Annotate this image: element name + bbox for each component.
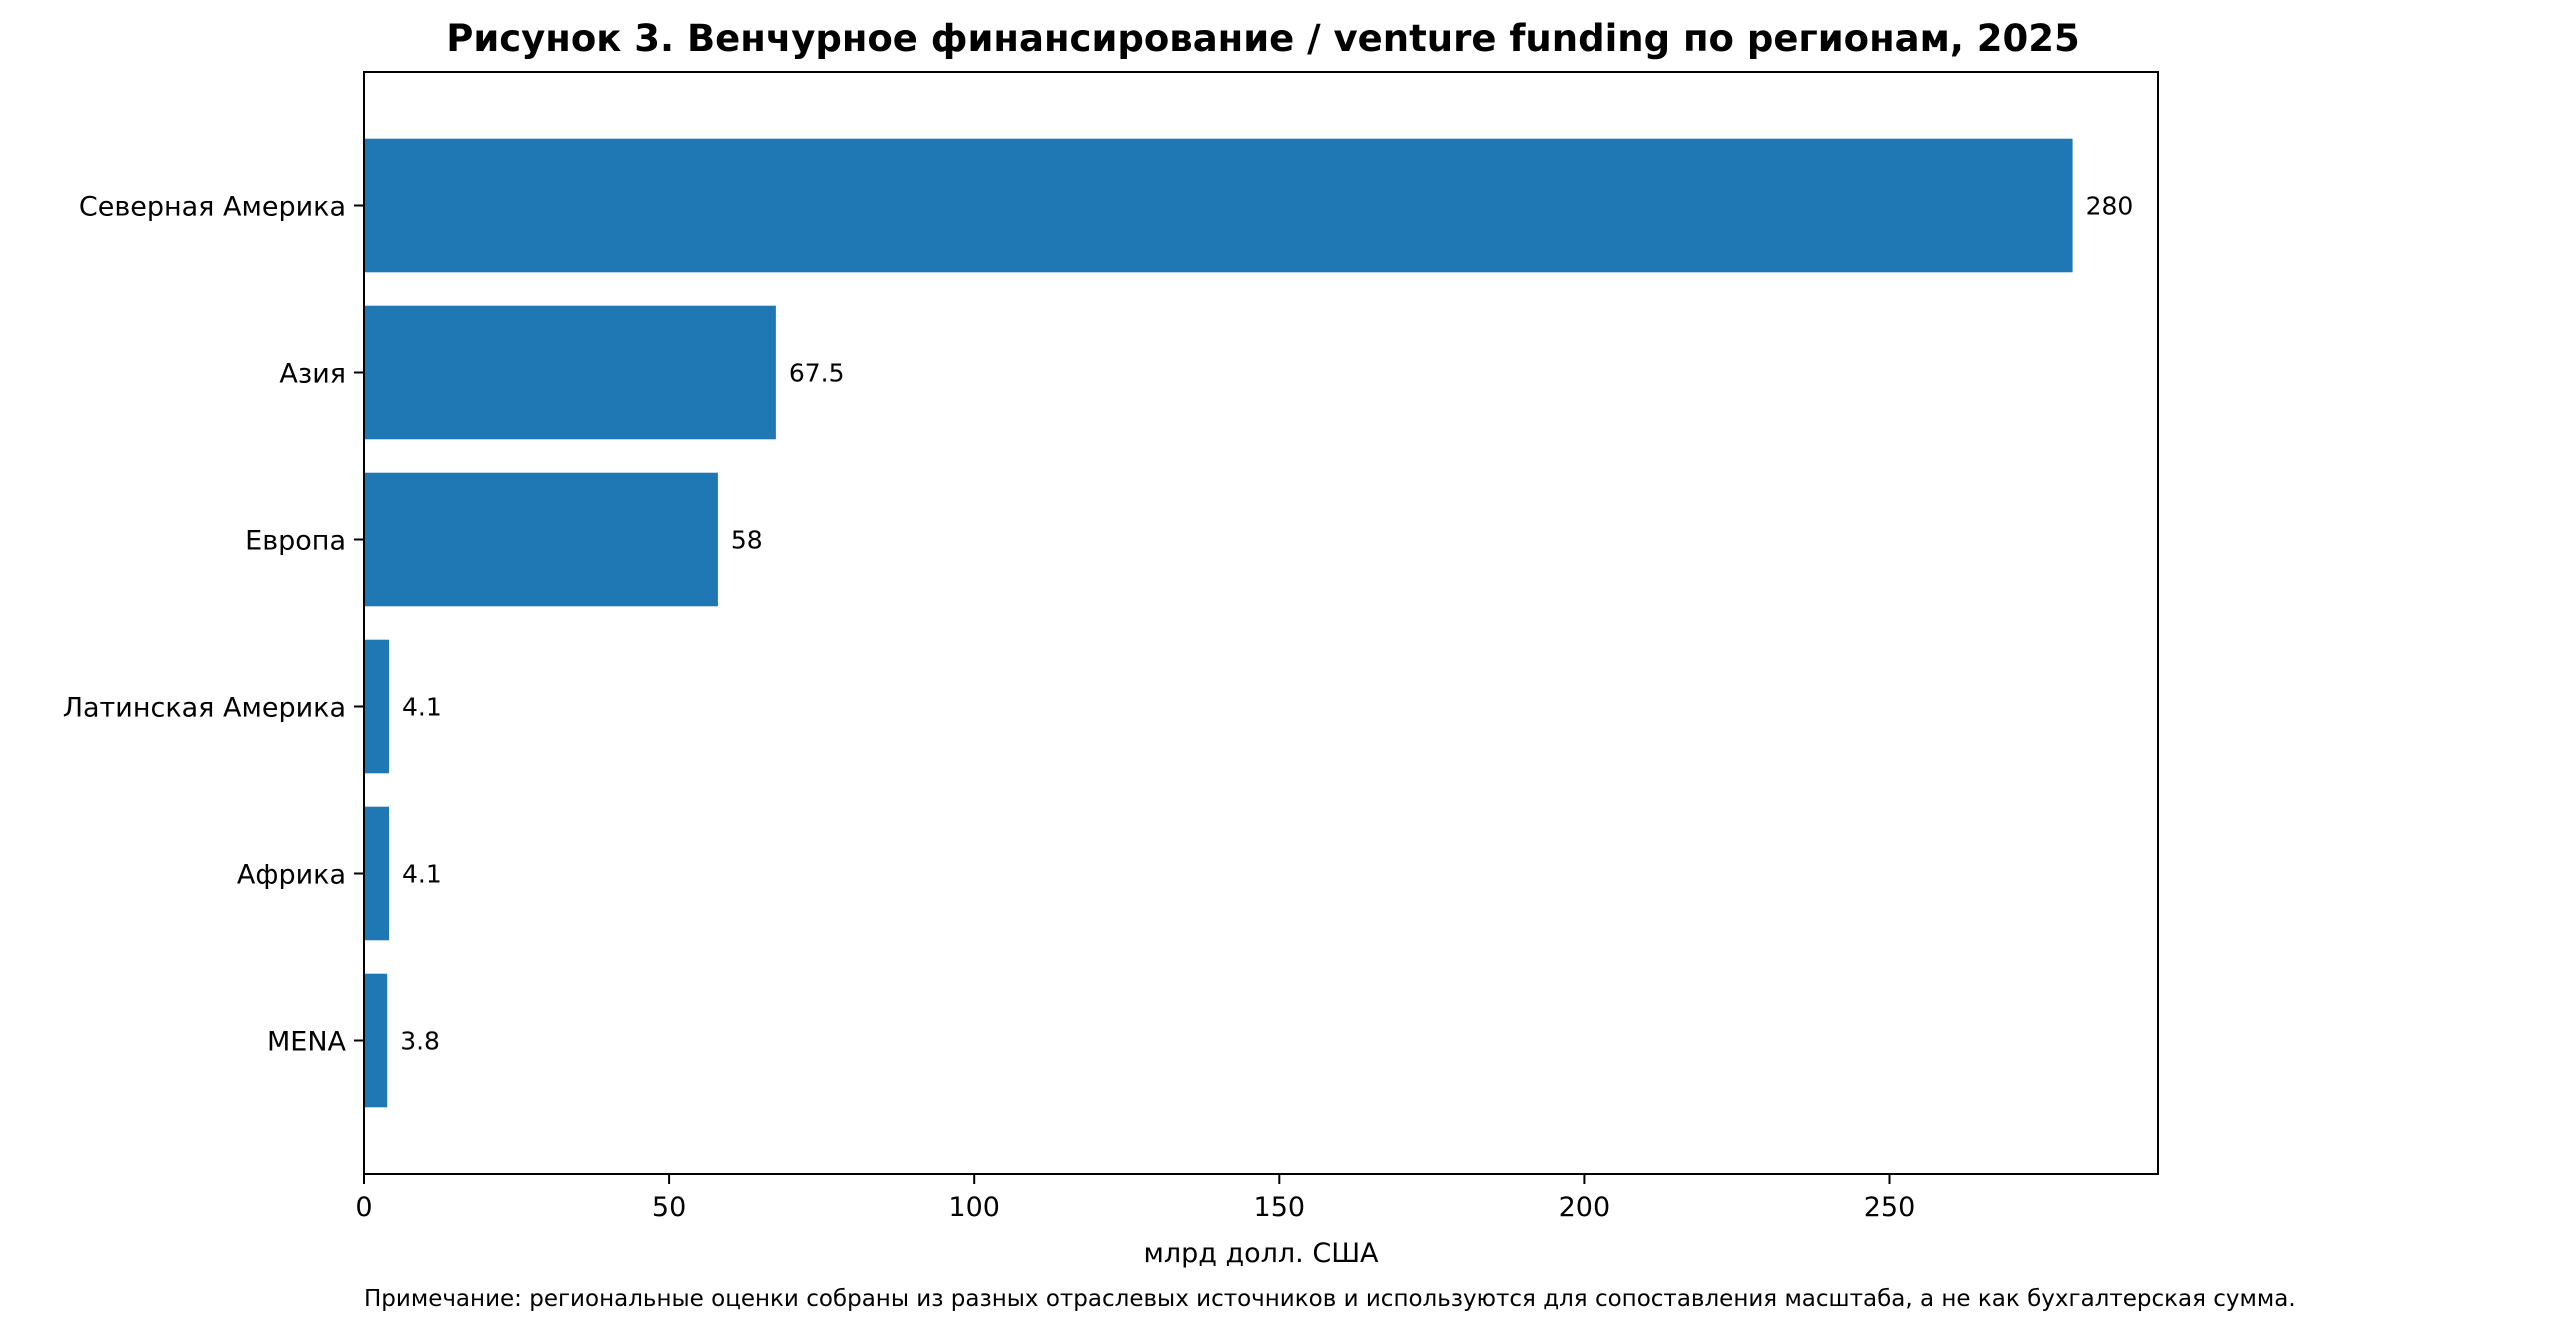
data-label-2: 58 — [731, 526, 763, 555]
x-tick-label-5: 250 — [1864, 1192, 1916, 1223]
bar-3 — [364, 639, 390, 774]
x-tick-label-2: 100 — [948, 1192, 1000, 1223]
data-label-3: 4.1 — [402, 693, 442, 722]
data-labels-group: 280 67.5 58 4.1 4.1 3.8 — [400, 192, 2133, 1056]
y-tick-label-3: Латинская Америка — [63, 693, 346, 724]
plot-area-frame — [363, 71, 2159, 1175]
y-tick-label-0: Северная Америка — [79, 192, 346, 223]
x-tick-label-1: 50 — [652, 1192, 686, 1223]
x-tick-label-0: 0 — [355, 1192, 372, 1223]
data-label-0: 280 — [2086, 192, 2134, 221]
y-tick-label-1: Азия — [279, 359, 346, 390]
x-tick-label-3: 150 — [1254, 1192, 1306, 1223]
bar-2 — [364, 472, 718, 607]
chart-title: Рисунок 3. Венчурное финансирование / ve… — [446, 17, 2080, 60]
chart-note: Примечание: региональные оценки собраны … — [364, 1286, 2296, 1312]
y-tick-label-2: Европа — [245, 526, 346, 557]
y-tick-label-4: Африка — [237, 860, 346, 891]
x-axis-label: млрд долл. США — [1143, 1238, 1379, 1269]
y-axis: Северная Америка Азия Европа Латинская Амер… — [63, 192, 364, 1058]
bars-group — [364, 138, 2073, 1108]
bar-0 — [364, 138, 2073, 273]
y-tick-label-5: MENA — [267, 1027, 347, 1058]
bar-4 — [364, 806, 390, 941]
bar-5 — [364, 973, 388, 1108]
bar-1 — [364, 305, 776, 440]
x-axis: 0 50 100 150 200 250 — [355, 1174, 1915, 1223]
data-label-4: 4.1 — [402, 860, 442, 889]
data-label-1: 67.5 — [789, 359, 845, 388]
data-label-5: 3.8 — [400, 1027, 440, 1056]
x-tick-label-4: 200 — [1559, 1192, 1611, 1223]
